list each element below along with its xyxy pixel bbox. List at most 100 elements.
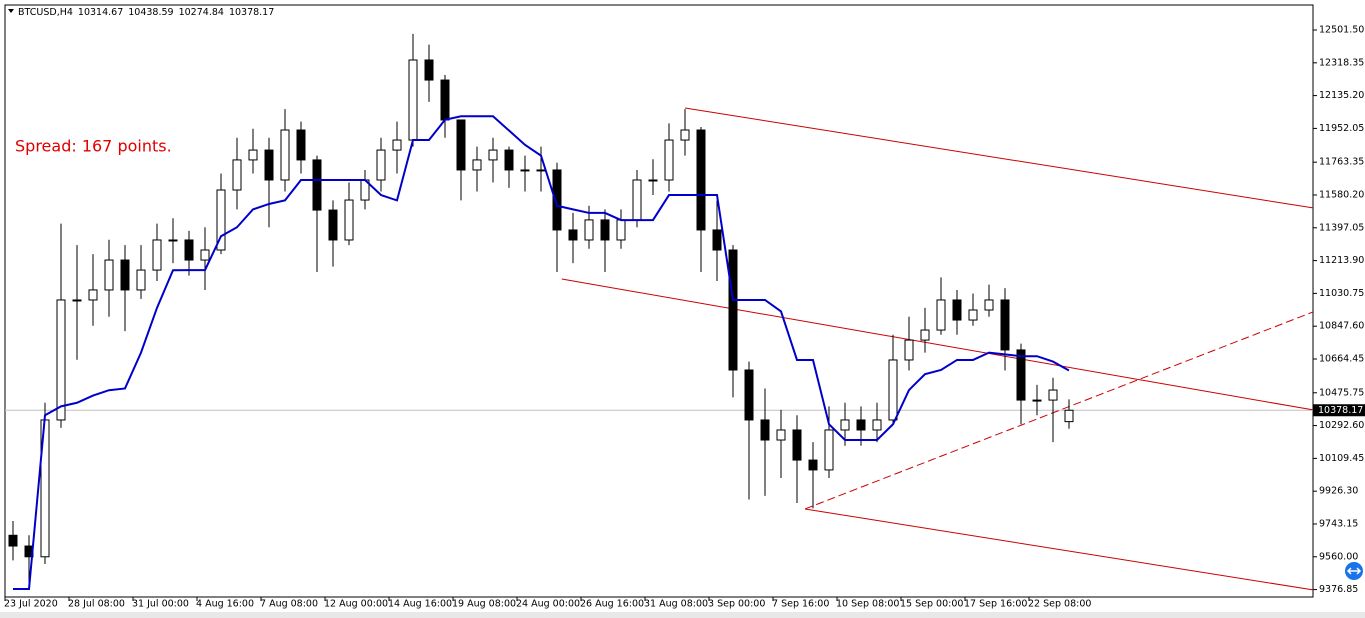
candle-body xyxy=(776,429,786,441)
candle-body xyxy=(792,429,802,461)
y-tick-label: 9743.15 xyxy=(1319,518,1358,529)
candle-body xyxy=(344,199,354,241)
candle-body xyxy=(664,139,674,181)
candle-body xyxy=(280,129,290,181)
header-value: 10314.67 xyxy=(78,7,123,18)
y-tick-label: 12318.35 xyxy=(1319,57,1364,68)
y-tick-label: 9376.85 xyxy=(1319,584,1358,595)
candle-body xyxy=(440,79,450,121)
trendline xyxy=(804,508,1314,591)
candle-body xyxy=(312,159,322,211)
candle-body xyxy=(376,149,386,181)
candle-body xyxy=(760,419,770,441)
candle-body xyxy=(424,59,434,81)
menu-arrow[interactable] xyxy=(8,9,14,13)
y-tick-label: 11952.05 xyxy=(1319,123,1364,134)
candle-body xyxy=(632,179,642,221)
y-tick-label: 11213.90 xyxy=(1319,255,1364,266)
bottom-bar xyxy=(0,612,1365,618)
x-tick-label: 15 Sep 00:00 xyxy=(900,599,963,610)
y-tick-label: 9560.00 xyxy=(1319,551,1358,562)
spread-annotation: Spread: 167 points. xyxy=(15,137,172,156)
x-tick-label: 26 Aug 16:00 xyxy=(580,599,644,610)
candle-body xyxy=(200,249,210,261)
candle-body xyxy=(936,299,946,331)
candle-body xyxy=(264,149,274,181)
candle-body xyxy=(568,229,578,241)
candle-body xyxy=(152,239,162,271)
y-tick-label: 10847.60 xyxy=(1319,321,1364,332)
candle-body xyxy=(72,299,82,302)
x-tick-label: 31 Jul 00:00 xyxy=(132,599,189,610)
candle-body xyxy=(840,419,850,431)
candle-body xyxy=(392,139,402,151)
candle-body xyxy=(472,159,482,171)
candle-body xyxy=(184,239,194,261)
y-tick-label: 10475.75 xyxy=(1319,387,1364,398)
x-tick-label: 31 Aug 08:00 xyxy=(644,599,708,610)
candle-body xyxy=(1064,409,1074,423)
trendline xyxy=(804,311,1314,510)
header-value: 10378.17 xyxy=(229,7,274,18)
y-tick-label: 11580.20 xyxy=(1319,189,1364,200)
x-tick-label: 22 Sep 08:00 xyxy=(1028,599,1091,610)
x-tick-label: 28 Jul 08:00 xyxy=(68,599,125,610)
price-tag-label: 10378.17 xyxy=(1318,405,1363,416)
x-tick-label: 3 Sep 00:00 xyxy=(708,599,765,610)
candle-body xyxy=(552,169,562,231)
header: BTCUSD,H4 10314.67 10438.59 10274.84 10378.1… xyxy=(18,7,274,18)
candle-body xyxy=(520,169,530,172)
header-symbol: BTCUSD,H4 xyxy=(18,7,73,18)
candle-body xyxy=(824,429,834,471)
x-tick-label: 10 Sep 08:00 xyxy=(836,599,899,610)
candle-body xyxy=(296,129,306,161)
candle-body xyxy=(1048,389,1058,401)
candle-body xyxy=(88,289,98,301)
candle-body xyxy=(1000,299,1010,351)
x-tick-label: 7 Sep 16:00 xyxy=(772,599,829,610)
candle-body xyxy=(888,359,898,421)
candle-body xyxy=(680,129,690,141)
candle-body xyxy=(712,229,722,251)
candle-body xyxy=(920,329,930,341)
candle-body xyxy=(536,169,546,172)
y-tick-label: 9926.30 xyxy=(1319,486,1358,497)
candle-body xyxy=(456,119,466,171)
candle-body xyxy=(1016,349,1026,401)
candle-body xyxy=(232,159,242,191)
header-value: 10274.84 xyxy=(179,7,224,18)
candle-body xyxy=(744,369,754,421)
y-tick-label: 12135.20 xyxy=(1319,90,1364,101)
x-tick-label: 17 Sep 16:00 xyxy=(964,599,1027,610)
teamviewer-arrows xyxy=(1346,567,1362,575)
x-tick-label: 7 Aug 08:00 xyxy=(260,599,318,610)
candle-body xyxy=(856,419,866,431)
y-tick-label: 12501.50 xyxy=(1319,25,1364,36)
candle-body xyxy=(616,219,626,241)
x-tick-label: 12 Aug 00:00 xyxy=(324,599,388,610)
candle-body xyxy=(120,259,130,291)
candle-body xyxy=(696,129,706,231)
y-tick-label: 10664.45 xyxy=(1319,353,1364,364)
y-tick-label: 11763.35 xyxy=(1319,157,1364,168)
candle-body xyxy=(168,239,178,242)
y-tick-label: 10109.45 xyxy=(1319,453,1364,464)
y-tick-label: 11030.75 xyxy=(1319,288,1364,299)
candle-body xyxy=(488,149,498,161)
indicator-line xyxy=(13,115,1070,591)
x-tick-label: 4 Aug 16:00 xyxy=(196,599,254,610)
candle-body xyxy=(808,459,818,471)
candle-body xyxy=(104,259,114,291)
x-tick-label: 24 Aug 00:00 xyxy=(516,599,580,610)
candle-body xyxy=(8,534,18,547)
candle-body xyxy=(408,59,418,141)
candle-body xyxy=(648,179,658,182)
y-tick-label: 11397.05 xyxy=(1319,222,1364,233)
candle-body xyxy=(600,219,610,241)
y-tick-label: 10292.60 xyxy=(1319,420,1364,431)
candle-body xyxy=(984,299,994,311)
candle-body xyxy=(872,419,882,431)
